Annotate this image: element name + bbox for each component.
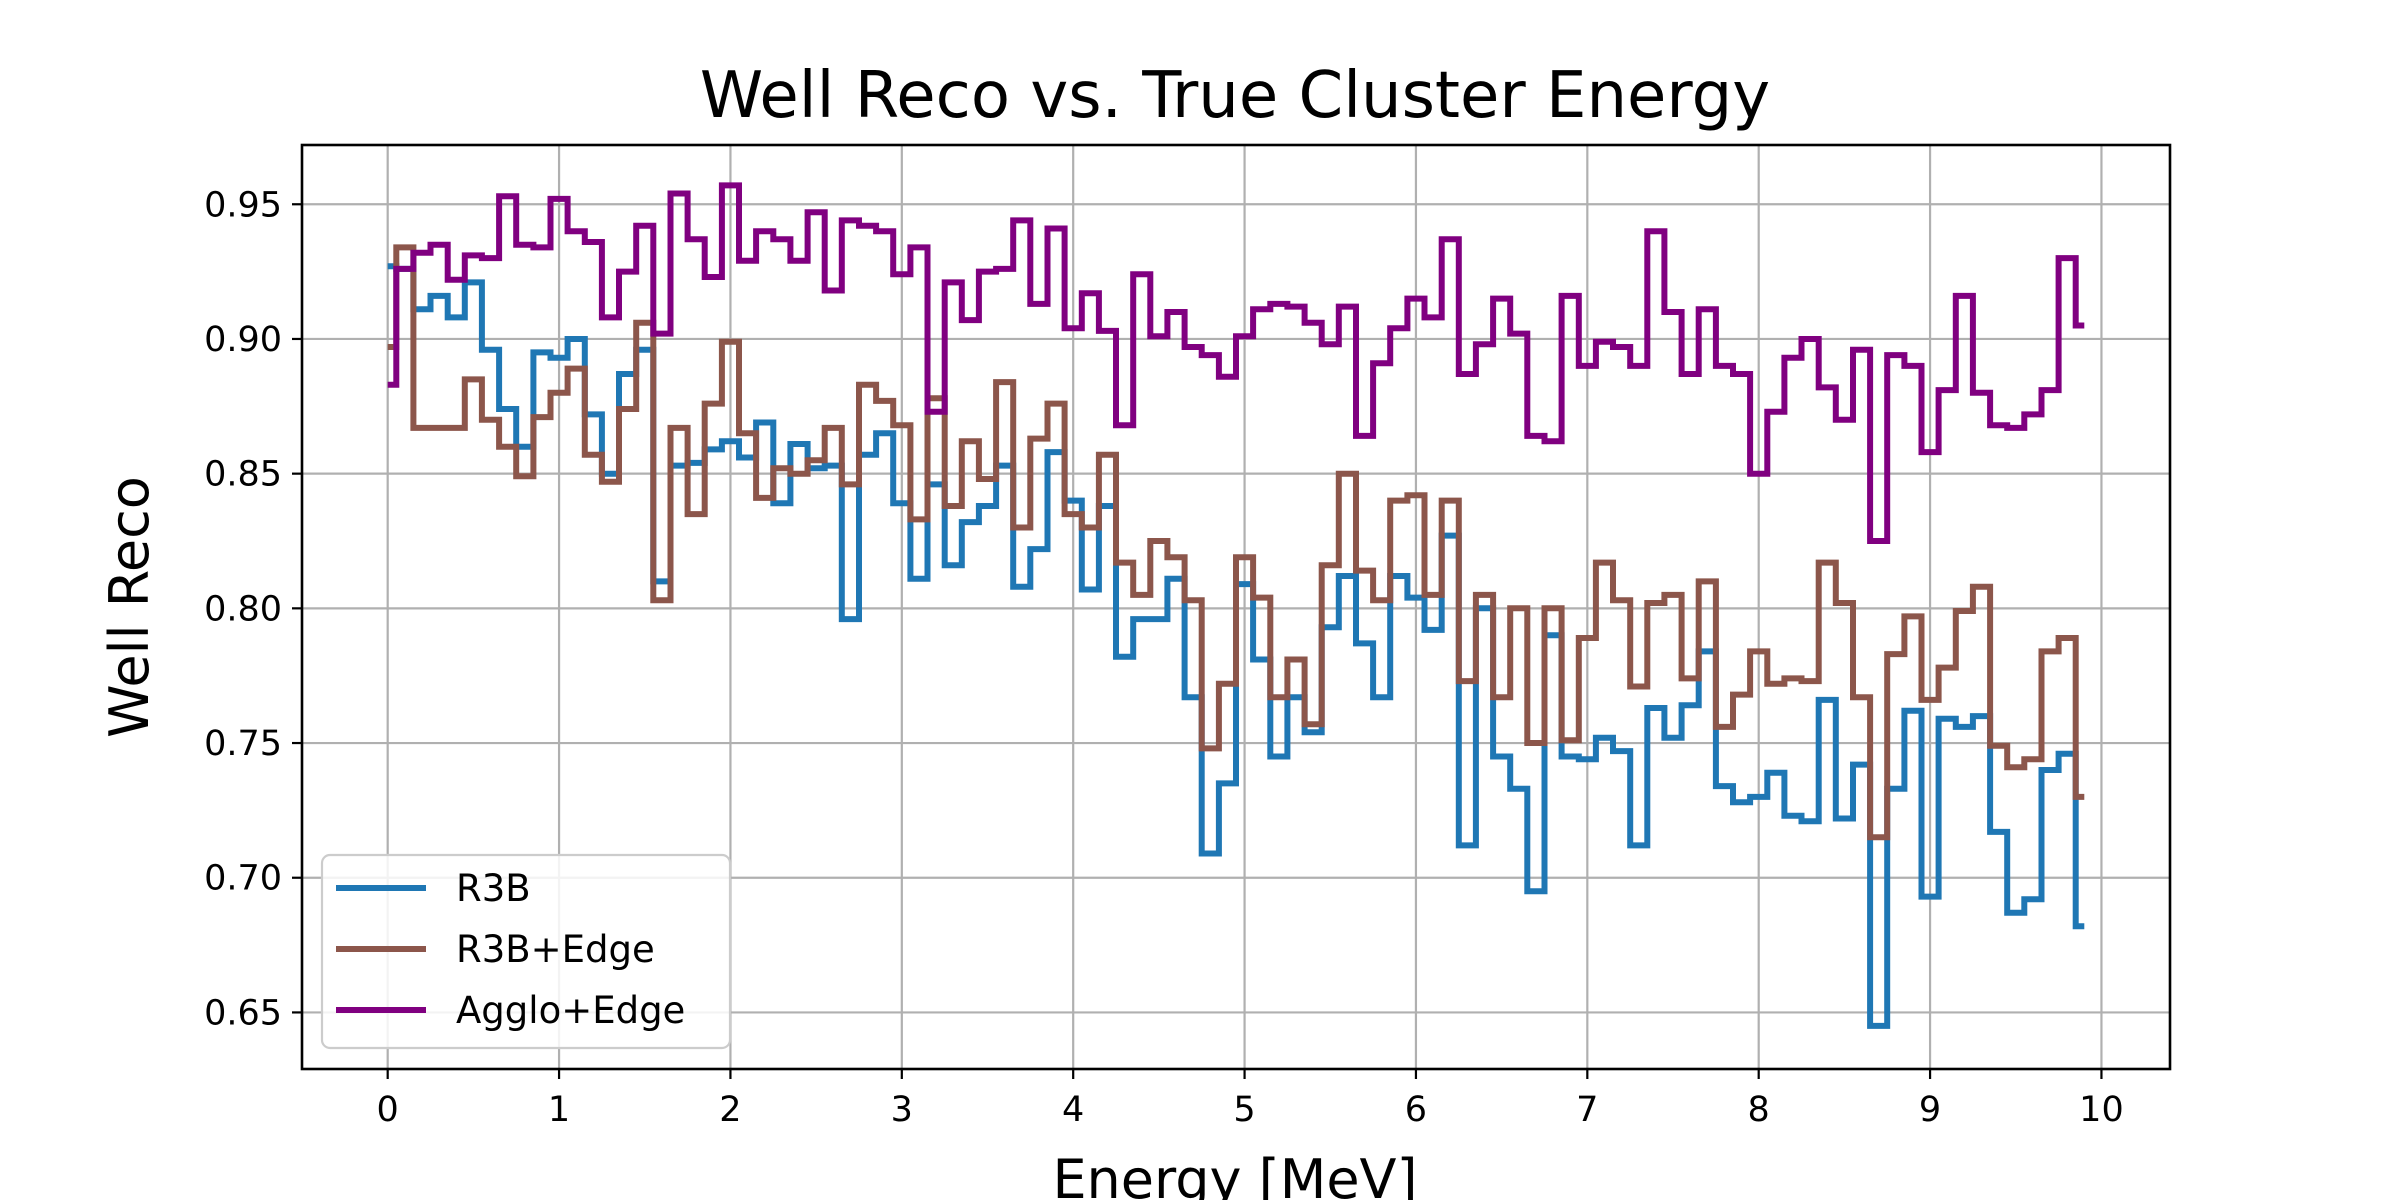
x-tick-label: 5 [1233,1090,1255,1130]
y-tick-label: 0.90 [204,320,282,360]
legend-label-r3b-edge: R3B+Edge [456,928,655,971]
y-axis-ticks: 0.65 0.70 0.75 0.80 0.85 0.90 0.95 [204,185,302,1033]
series-layer [387,182,2085,1029]
x-tick-label: 4 [1062,1090,1084,1130]
x-axis-label: Energy [MeV] [1052,1148,1417,1200]
x-tick-label: 8 [1748,1090,1770,1130]
legend-label-agglo-edge: Agglo+Edge [456,989,685,1032]
chart-title: Well Reco vs. True Cluster Energy [700,59,1770,133]
y-tick-label: 0.85 [204,455,282,495]
y-tick-label: 0.65 [204,993,282,1033]
y-tick-label: 0.70 [204,859,282,899]
y-axis-label: Well Reco [98,476,161,738]
x-tick-label: 9 [1919,1090,1941,1130]
x-tick-label: 2 [719,1090,741,1130]
legend-box [320,853,732,1050]
y-tick-label: 0.80 [204,589,282,629]
x-tick-label: 0 [377,1090,399,1130]
series-line-r3b-edge [387,244,2085,841]
legend: R3B R3B+Edge Agglo+Edge [320,853,732,1050]
x-tick-label: 1 [548,1090,570,1130]
series-line-agglo-edge [387,182,2085,544]
y-tick-label: 0.75 [204,724,282,764]
legend-label-r3b: R3B [456,867,531,910]
x-tick-label: 10 [2079,1090,2124,1130]
x-tick-label: 3 [891,1090,913,1130]
x-axis-ticks: 0 1 2 3 4 5 6 7 8 9 10 [377,1069,2124,1130]
x-tick-label: 6 [1405,1090,1427,1130]
y-tick-label: 0.95 [204,185,282,225]
plot-frame [300,143,2172,1071]
x-tick-label: 7 [1576,1090,1598,1130]
